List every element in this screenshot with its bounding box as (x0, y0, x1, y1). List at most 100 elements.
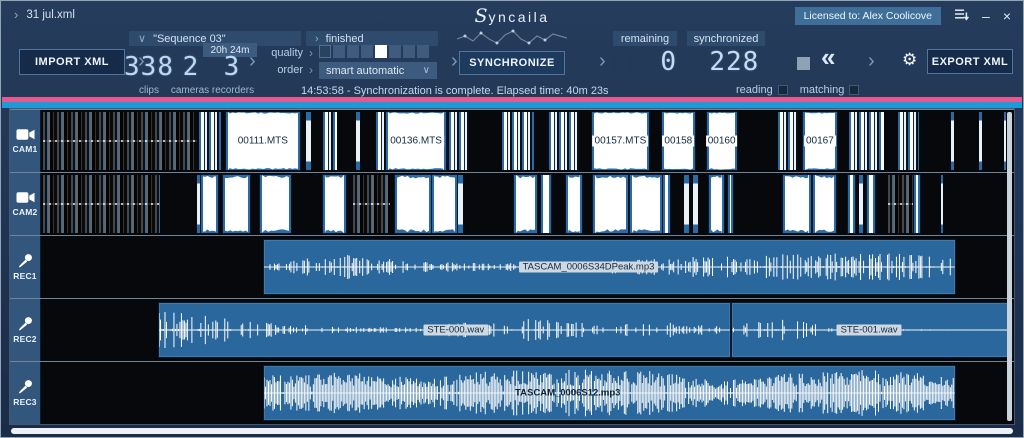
video-clip[interactable] (356, 112, 361, 170)
toggle-indicator[interactable] (849, 85, 860, 95)
video-clip[interactable]: 00160 (705, 112, 738, 170)
export-xml-button[interactable]: EXPORT XML (927, 49, 1013, 74)
video-clip[interactable] (200, 175, 219, 233)
track-content (41, 173, 1014, 235)
video-clip[interactable] (812, 175, 836, 233)
clips-label: clips (138, 85, 159, 96)
toggle-label: reading (736, 84, 773, 96)
close-button[interactable]: × (1002, 8, 1011, 24)
order-dropdown[interactable]: smart automatic ∨ (319, 62, 437, 79)
import-xml-button[interactable]: IMPORT XML (19, 49, 125, 75)
audio-clip[interactable]: STE-000.wav (157, 302, 731, 358)
video-clip[interactable] (259, 175, 292, 233)
video-clip[interactable] (513, 175, 538, 233)
track-row: CAM1 00111.MTS 00136.MTS 00157.MTS 00158 0016… (10, 109, 1014, 172)
video-clip[interactable] (684, 175, 689, 233)
video-clip[interactable] (783, 175, 811, 233)
video-clip[interactable] (727, 175, 733, 233)
track-header[interactable]: REC2 (10, 299, 41, 361)
minimize-button[interactable]: – (982, 8, 990, 24)
synchronize-button[interactable]: SYNCHRONIZE (459, 51, 565, 75)
quality-step[interactable] (361, 45, 373, 58)
vertical-scrollbar[interactable] (1007, 112, 1012, 421)
video-clip[interactable] (222, 175, 251, 233)
sequence-selector[interactable]: ∨ "Sequence 03" (129, 31, 301, 46)
video-clip[interactable] (305, 112, 311, 170)
video-clip[interactable] (887, 175, 914, 233)
audio-clip[interactable]: TASCAM_0006S34DPeak.mp3 (262, 239, 956, 295)
video-clip[interactable] (323, 112, 337, 170)
audio-clip[interactable]: TASCAM_0006S12.mp3 (262, 365, 956, 421)
video-clip[interactable] (395, 175, 432, 233)
video-clip[interactable] (541, 175, 551, 233)
clip-waveform-edges (325, 175, 344, 233)
video-clip[interactable] (777, 112, 798, 170)
video-clip[interactable] (867, 175, 875, 233)
video-clip[interactable] (42, 112, 197, 170)
video-clip[interactable]: 00157.MTS (591, 112, 650, 170)
settings-gear-icon[interactable]: ⚙ (902, 50, 918, 69)
layout-menu-icon[interactable] (954, 8, 970, 24)
video-clip[interactable] (662, 175, 670, 233)
quality-selector (319, 45, 429, 58)
video-clip[interactable] (898, 112, 919, 170)
video-clip[interactable] (198, 112, 221, 170)
recorders-count: 3 (223, 52, 241, 82)
video-clip[interactable] (353, 175, 391, 233)
video-clip[interactable] (847, 175, 856, 233)
audio-clip[interactable]: STE-001.wav (730, 302, 1013, 358)
status-toggle[interactable]: matching (800, 84, 860, 96)
video-clip[interactable] (859, 175, 864, 233)
video-clip[interactable] (458, 175, 464, 233)
video-clip[interactable] (950, 112, 954, 170)
synchronized-counter-label: synchronized (687, 31, 765, 46)
quality-step[interactable] (403, 45, 415, 58)
track-header[interactable]: REC3 (10, 362, 41, 424)
sequence-name: "Sequence 03" (153, 32, 226, 45)
video-clip[interactable] (709, 175, 725, 233)
video-clip[interactable] (448, 112, 470, 170)
video-clip[interactable] (42, 175, 160, 233)
video-clip[interactable] (629, 175, 662, 233)
video-clip[interactable] (848, 112, 884, 170)
quality-step[interactable] (319, 45, 331, 58)
track-header[interactable]: CAM2 (10, 173, 41, 235)
video-clip[interactable] (1004, 112, 1007, 170)
video-clip[interactable] (196, 175, 200, 233)
toggle-indicator[interactable] (777, 85, 788, 95)
stop-button[interactable] (797, 57, 810, 70)
rewind-icon[interactable]: « (821, 42, 836, 72)
video-clip[interactable] (375, 112, 385, 170)
video-clip[interactable] (592, 175, 628, 233)
clip-label: 00111.MTS (235, 135, 290, 147)
dropdown-icon: ∨ (138, 33, 147, 45)
video-clip[interactable] (502, 112, 535, 170)
video-clip[interactable] (692, 175, 698, 233)
track-row: REC2 STE-000.wav STE-001.wav (10, 298, 1014, 361)
video-clip[interactable] (432, 175, 458, 233)
license-badge[interactable]: Licensed to: Alex Coolicove (794, 7, 942, 25)
video-clip[interactable] (913, 175, 920, 233)
quality-step[interactable] (347, 45, 359, 58)
quality-step[interactable] (417, 45, 429, 58)
ghost-digits: 8 (692, 47, 710, 77)
status-toggle[interactable]: reading (736, 84, 788, 96)
clip-label: 00160 (705, 135, 738, 147)
quality-step[interactable] (389, 45, 401, 58)
track-header[interactable]: CAM1 (10, 110, 41, 172)
video-clip[interactable]: 00136.MTS (386, 112, 446, 170)
horizontal-scrollbar[interactable] (11, 428, 1013, 434)
video-clip[interactable] (941, 175, 943, 233)
video-clip[interactable] (548, 112, 580, 170)
track-header[interactable]: REC1 (10, 236, 41, 298)
quality-step[interactable] (333, 45, 345, 58)
video-clip[interactable]: 00167 (802, 112, 837, 170)
video-clip[interactable]: 00158 (661, 112, 695, 170)
video-clip[interactable] (566, 175, 582, 233)
quality-step[interactable] (375, 45, 387, 58)
clip-label: TASCAM_0006S12.mp3 (515, 387, 621, 399)
video-clip[interactable] (323, 175, 346, 233)
video-clip[interactable]: 00111.MTS (225, 112, 300, 170)
project-expander-icon[interactable]: › (14, 7, 19, 22)
video-clip[interactable] (978, 112, 982, 170)
